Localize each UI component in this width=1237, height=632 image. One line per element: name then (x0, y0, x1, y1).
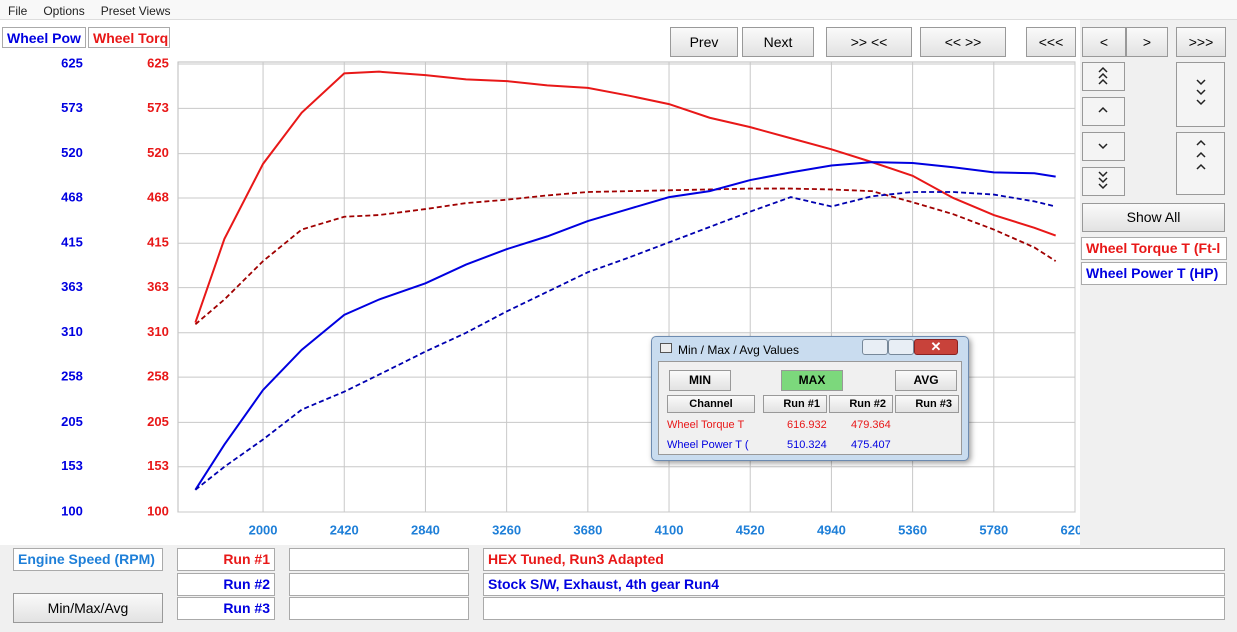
button[interactable]: MAX (781, 370, 843, 391)
button[interactable]: >>> (1176, 27, 1226, 57)
y-tick-label: 520 (61, 145, 83, 160)
x-tick-label: 4520 (736, 522, 765, 537)
button[interactable]: >> << (826, 27, 912, 57)
x-tick-label: 4940 (817, 522, 846, 537)
icon (660, 343, 672, 353)
y2-tick-label: 625 (147, 55, 169, 70)
button[interactable]: > (1126, 27, 1168, 57)
table-header: Run #2 (829, 395, 893, 413)
scroll-buttons[interactable] (1082, 60, 1232, 200)
y2-tick-label: 573 (147, 100, 169, 115)
channel-label[interactable]: Wheel Power T (HP) (1081, 262, 1227, 285)
button[interactable]: MIN (669, 370, 731, 391)
table-cell: 479.364 (851, 419, 891, 431)
x-tick-label: 2840 (411, 522, 440, 537)
button[interactable]: Min/Max/Avg (13, 593, 163, 623)
table-cell: 510.324 (787, 439, 827, 451)
x-tick-label: 5780 (979, 522, 1008, 537)
y-tick-label: 310 (61, 324, 83, 339)
y-tick-label: 363 (61, 279, 83, 294)
table-header: Run #3 (895, 395, 959, 413)
button[interactable]: Prev (670, 27, 738, 57)
run-field (483, 597, 1225, 620)
y-tick-label: 153 (61, 458, 83, 473)
x-tick-label: 3260 (492, 522, 521, 537)
series-line (194, 161, 1056, 491)
y2-tick-label: 310 (147, 324, 169, 339)
x-tick-label: 3680 (573, 522, 602, 537)
y2-tick-label: 415 (147, 235, 169, 250)
run-label: Run #3 (177, 597, 275, 620)
x-tick-label: 2420 (330, 522, 359, 537)
y2-tick-label: 100 (147, 503, 169, 518)
menu[interactable]: File (8, 4, 28, 18)
y2-tick-label: 258 (147, 369, 169, 384)
x-tick-label: 6200 (1061, 522, 1080, 537)
minimize[interactable] (862, 339, 888, 355)
button[interactable]: < (1082, 27, 1126, 57)
x-tick-label: 2000 (249, 522, 278, 537)
y-tick-label: 415 (61, 235, 83, 250)
y2-tick-label: 205 (147, 414, 169, 429)
run-label: Run #1 (177, 548, 275, 571)
dialog-title: Min / Max / Avg Values (678, 343, 799, 357)
table-header: Run #1 (763, 395, 827, 413)
menu[interactable]: Preset Views (100, 4, 171, 18)
dialog: Min / Max / Avg Values ✕ MIN MAX AVG Cha… (651, 336, 969, 461)
menu[interactable]: Options (43, 4, 85, 18)
y2-axis-label[interactable]: Wheel Torq (88, 27, 170, 48)
y-tick-label: 625 (61, 55, 83, 70)
series-line (194, 191, 1056, 491)
x-tick-label: 5360 (898, 522, 927, 537)
y-tick-label: 205 (61, 414, 83, 429)
button[interactable]: AVG (895, 370, 957, 391)
run-field (289, 597, 469, 620)
table-cell: Wheel Power T ( (667, 439, 749, 451)
run-description: HEX Tuned, Run3 Adapted (483, 548, 1225, 571)
table-cell: 616.932 (787, 419, 827, 431)
run-description: Stock S/W, Exhaust, 4th gear Run4 (483, 573, 1225, 596)
menu-bar: File Options Preset Views (0, 0, 1237, 20)
table-cell: Wheel Torque T (667, 419, 745, 431)
maximize[interactable] (888, 339, 914, 355)
button[interactable]: << >> (920, 27, 1006, 57)
chart: 100 153 205 258 310 363 415 468 520 573 625 100 153 2… (0, 20, 1080, 545)
y-tick-label: 573 (61, 100, 83, 115)
y2-tick-label: 363 (147, 279, 169, 294)
run-field (289, 573, 469, 596)
x-axis-label: Engine Speed (RPM) (13, 548, 163, 571)
button[interactable]: <<< (1026, 27, 1076, 57)
dialog-body: MIN MAX AVG Channel Run #1 Run #2 Run #3… (658, 361, 962, 455)
run-field (289, 548, 469, 571)
button[interactable]: Next (742, 27, 814, 57)
close[interactable]: ✕ (914, 339, 958, 355)
table-cell: 475.407 (851, 439, 891, 451)
series-line (194, 187, 1057, 325)
run-label: Run #2 (177, 573, 275, 596)
channel-label[interactable]: Wheel Torque T (Ft-l (1081, 237, 1227, 260)
button[interactable]: Show All (1082, 203, 1225, 232)
y2-tick-label: 520 (147, 145, 169, 160)
y2-tick-label: 153 (147, 458, 169, 473)
x-tick-label: 4100 (655, 522, 684, 537)
y-tick-label: 100 (61, 503, 83, 518)
y-tick-label: 468 (61, 189, 83, 204)
y2-tick-label: 468 (147, 189, 169, 204)
y-axis-label[interactable]: Wheel Pow (2, 27, 86, 48)
series-line (194, 70, 1057, 323)
table-header: Channel (667, 395, 755, 413)
y-tick-label: 258 (61, 369, 83, 384)
